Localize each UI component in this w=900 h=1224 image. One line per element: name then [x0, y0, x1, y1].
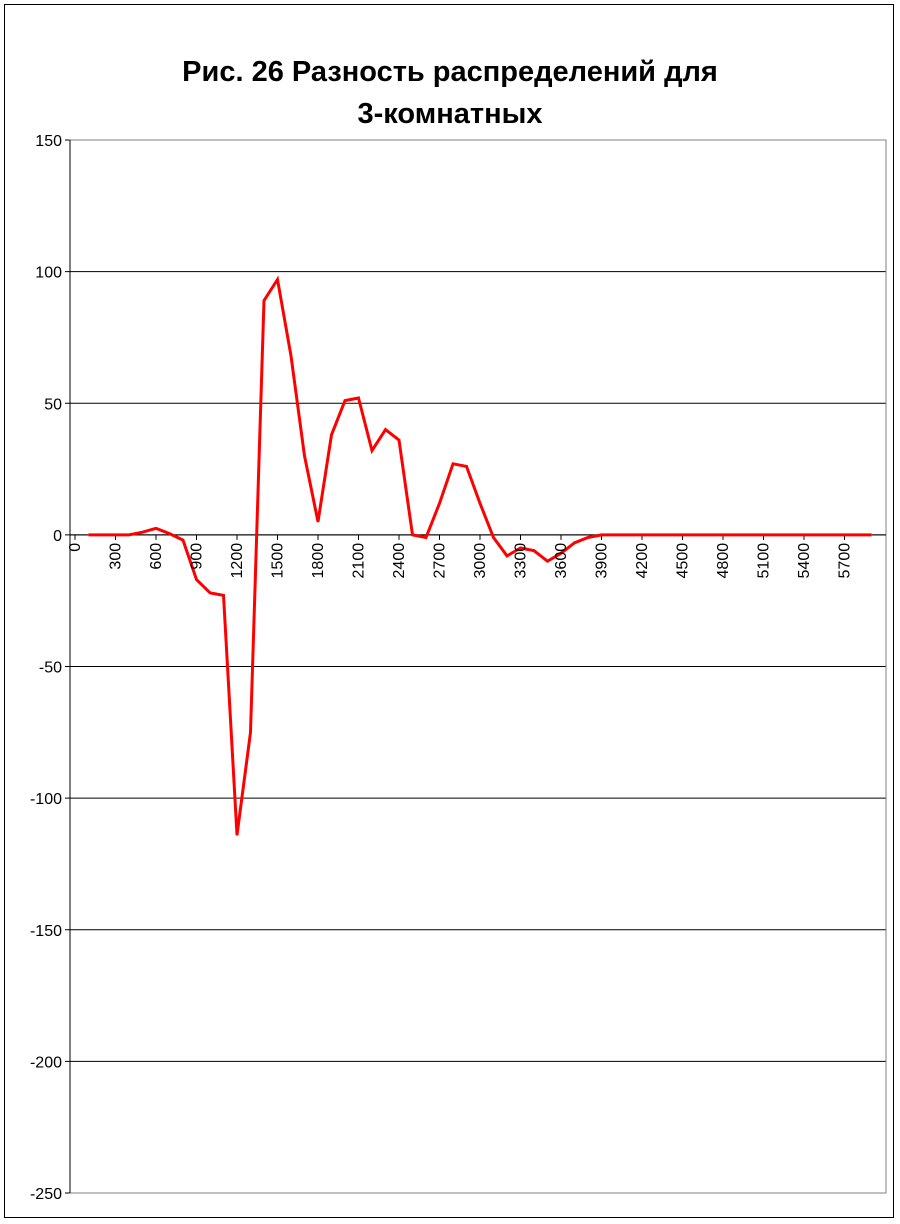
x-tick-label: 0: [67, 543, 84, 552]
x-tick-label: 3300: [513, 543, 530, 579]
data-point: [857, 534, 859, 536]
x-tick-label: 1200: [229, 543, 246, 579]
data-point: [762, 534, 765, 536]
data-point: [560, 552, 562, 555]
data-point: [141, 531, 144, 534]
data-point: [789, 534, 792, 536]
data-point: [303, 455, 306, 457]
data-point: [654, 534, 657, 536]
data-point: [600, 534, 603, 536]
data-point: [384, 428, 387, 431]
x-tick-label: 3000: [472, 543, 489, 579]
y-tick-labels: 150 100 50 0 -50 -100 -150 -200 -250: [30, 133, 62, 1203]
data-point: [87, 534, 90, 536]
chart-title-line-2: 3-комнатных: [357, 98, 543, 130]
x-tick-label: 4500: [675, 543, 692, 579]
y-tick-label: 150: [35, 133, 62, 150]
data-point: [803, 534, 805, 536]
data-point: [330, 434, 333, 436]
data-point: [344, 399, 346, 402]
data-point: [668, 534, 670, 536]
data-point: [101, 534, 103, 536]
y-tick-label: 100: [35, 265, 62, 282]
x-tick-label: 900: [189, 543, 206, 570]
data-point: [722, 534, 724, 536]
data-point: [843, 534, 846, 536]
x-tick-label: 5100: [756, 543, 773, 579]
data-point: [128, 534, 130, 536]
data-point: [776, 534, 778, 536]
data-point: [519, 547, 522, 549]
x-tick-label: 1500: [270, 543, 287, 579]
data-point: [317, 520, 319, 523]
data-point: [168, 532, 171, 535]
x-tick-label: 300: [108, 543, 125, 570]
x-tick-label: 5400: [796, 543, 813, 579]
data-point: [533, 549, 535, 552]
data-point: [411, 534, 414, 536]
y-tick-label: 0: [53, 528, 62, 545]
x-tick-labels: 0 300 600 900 1200 1500 1800 2100 2400 2700 3000 33…: [67, 543, 854, 579]
data-point: [182, 539, 184, 541]
x-tick-label: 5700: [837, 543, 854, 579]
data-point: [357, 397, 360, 399]
data-point: [290, 355, 292, 357]
x-tick-label: 4200: [634, 543, 651, 579]
data-point: [438, 502, 441, 505]
x-tick-label: 4800: [715, 543, 732, 579]
data-point: [209, 591, 211, 594]
x-tick-label: 2700: [432, 543, 449, 579]
data-point: [816, 534, 819, 536]
x-tick-label: 3600: [553, 543, 570, 579]
data-point: [236, 834, 238, 836]
y-tick-label: 50: [44, 396, 62, 413]
x-tick-label: 2400: [391, 543, 408, 579]
data-point: [641, 534, 643, 536]
y-tick-label: -200: [30, 1054, 62, 1071]
y-tick-label: -150: [30, 923, 62, 940]
series: [87, 275, 873, 836]
data-point: [681, 534, 684, 536]
data-point: [506, 555, 508, 557]
data-point: [573, 541, 576, 544]
data-point: [614, 534, 616, 536]
data-point: [749, 534, 751, 536]
data-point: [587, 536, 589, 539]
data-point: [222, 594, 225, 597]
data-point: [708, 534, 711, 536]
y-tick-label: -100: [30, 791, 62, 808]
data-point: [452, 462, 454, 465]
data-point: [830, 534, 832, 536]
chart-frame: [4, 4, 894, 1218]
data-point: [155, 527, 157, 530]
data-point: [425, 536, 427, 539]
data-point: [263, 299, 265, 302]
y-tick-label: -250: [30, 1186, 62, 1203]
data-point: [870, 534, 873, 536]
data-point: [249, 731, 252, 734]
data-point: [735, 534, 738, 536]
x-tick-label: 3900: [594, 543, 611, 579]
data-point: [492, 536, 495, 539]
x-tick-label: 1800: [310, 543, 327, 579]
data-point: [371, 449, 373, 452]
x-tick-label: 2100: [351, 543, 368, 579]
data-point: [695, 534, 697, 536]
data-point: [276, 278, 279, 281]
data-point: [114, 534, 117, 536]
x-tick-label: 600: [148, 543, 165, 570]
data-point: [465, 465, 468, 468]
y-tick-label: -50: [39, 660, 62, 677]
gridlines: [65, 139, 886, 1194]
data-point: [546, 560, 549, 562]
chart-title-line-1: Рис. 26 Разность распределений для: [182, 56, 718, 88]
data-point: [627, 534, 630, 536]
data-point: [479, 502, 481, 505]
data-point: [398, 439, 400, 441]
data-point: [195, 578, 198, 581]
